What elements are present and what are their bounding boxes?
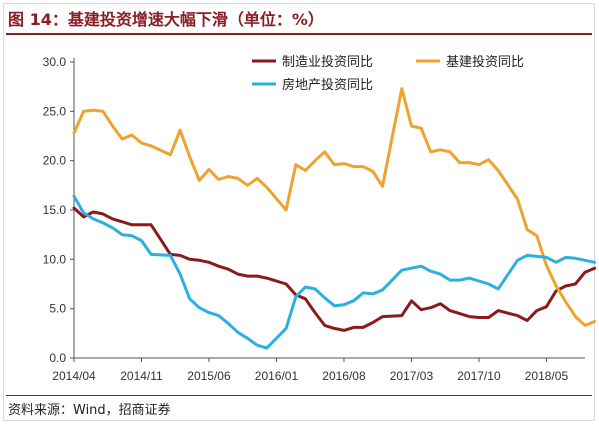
series-line-0 [72,206,597,332]
x-tick-label: 2018/05 [525,369,569,383]
x-tick-label: 2017/03 [390,369,434,383]
x-tick-label: 2014/04 [52,369,96,383]
source-divider [6,395,592,396]
x-tick-label: 2016/08 [322,369,366,383]
x-tick-label: 2017/10 [457,369,501,383]
y-axis-tick-labels: 0.0 5.0 10.0 15.0 20.0 25.0 30.0 [43,55,67,365]
chart-axes [70,58,585,362]
series-lines [72,87,597,350]
y-tick-label: 5.0 [49,302,66,316]
x-tick-label: 2016/01 [255,369,299,383]
y-tick-label: 20.0 [43,154,67,168]
title-divider [6,33,592,35]
x-tick-label: 2015/06 [187,369,231,383]
legend-label-0: 制造业投资同比 [282,54,373,70]
y-tick-label: 0.0 [49,351,66,365]
series-line-1 [72,87,597,327]
figure-title: 图 14：基建投资增速大幅下滑（单位：%） [8,10,324,29]
figure-frame [3,3,595,421]
series-line-2 [72,194,597,350]
source-note: 资料来源：Wind，招商证券 [8,403,171,418]
legend-label-2: 房地产投资同比 [282,77,373,93]
y-tick-label: 30.0 [43,55,67,69]
x-tick-label: 2014/11 [120,369,163,383]
y-tick-label: 15.0 [43,203,67,217]
x-axis-tick-labels: 2014/04 2014/11 2015/06 2016/01 2016/08 2017/… [52,369,568,383]
y-tick-label: 25.0 [43,104,67,118]
y-tick-label: 10.0 [43,252,67,266]
legend-label-1: 基建投资同比 [446,54,524,70]
